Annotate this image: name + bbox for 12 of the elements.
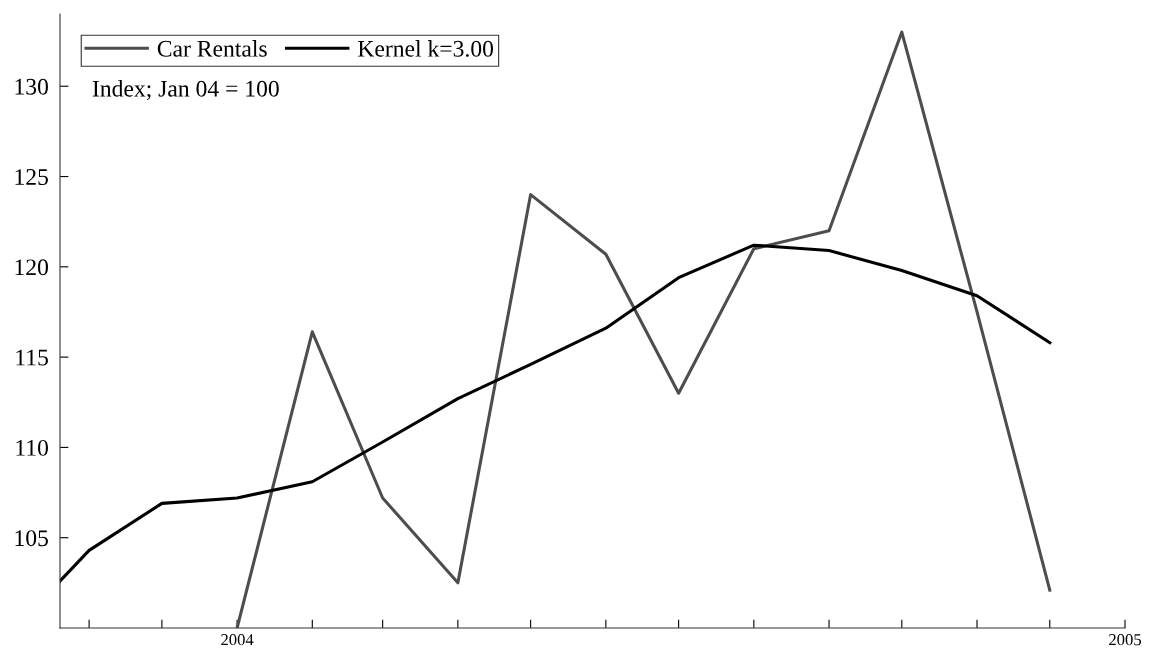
annotation: Index; Jan 04 = 100 <box>92 80 279 101</box>
y-tick-label: 130 <box>15 78 48 95</box>
y-tick-label: 105 <box>15 530 48 547</box>
y-tick-label: 120 <box>15 259 48 276</box>
legend-label: Car Rentals <box>157 40 267 57</box>
x-tick-label: 2005 <box>1109 634 1142 646</box>
y-tick-label: 115 <box>16 349 48 366</box>
y-tick-label: 110 <box>16 439 48 456</box>
legend-label: Kernel k=3.00 <box>358 40 494 57</box>
y-tick-label: 125 <box>15 169 48 185</box>
x-tick-label: 2004 <box>221 634 254 646</box>
line-series <box>60 243 1052 583</box>
